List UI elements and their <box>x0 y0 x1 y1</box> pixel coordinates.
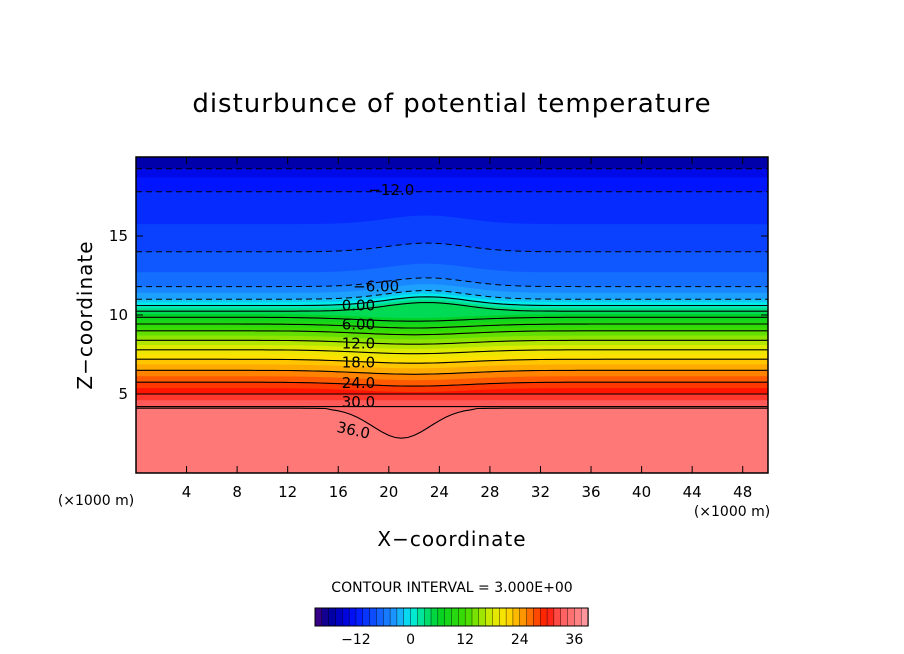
colorbar-tick-label: 0 <box>406 632 415 648</box>
colorbar-cell <box>499 607 507 627</box>
colorbar-cell <box>471 607 480 627</box>
contour-line <box>136 316 768 322</box>
colorbar-cell <box>560 607 569 627</box>
contour-label: 24.0 <box>342 374 375 392</box>
colorbar-cell <box>369 607 378 627</box>
colorbar-tick-label: −12 <box>341 632 371 648</box>
colorbar <box>314 607 589 627</box>
y-tick-label: 5 <box>118 385 128 403</box>
colorbar-cell <box>574 607 582 627</box>
colorbar-cell <box>410 607 419 627</box>
colorbar-cell <box>505 607 514 627</box>
colorbar-cell <box>321 607 330 627</box>
x-tick-label: 32 <box>531 483 550 501</box>
colorbar-cell <box>478 607 487 627</box>
contour-lines <box>136 168 768 439</box>
x-tick-label: 36 <box>581 483 600 501</box>
colorbar-cell <box>458 607 466 627</box>
x-tick-label: 44 <box>683 483 702 501</box>
x-tick-label: 28 <box>480 483 499 501</box>
colorbar-cell <box>430 607 439 627</box>
contour-label: 0.00 <box>342 297 375 315</box>
colorbar-cell <box>342 607 350 627</box>
colorbar-cell <box>485 607 494 627</box>
colorbar-cell <box>376 607 384 627</box>
colorbar-cell <box>328 607 337 627</box>
x-tick-label: 4 <box>182 483 192 501</box>
colorbar-cell <box>314 607 323 627</box>
contour-label: 6.00 <box>342 315 375 333</box>
contour-line <box>136 349 768 355</box>
contour-line <box>136 369 768 375</box>
filled-contour-field <box>136 157 768 473</box>
colorbar-cell <box>424 607 432 627</box>
x-unit-left: (×1000 m) <box>58 493 134 509</box>
contour-label: −12.0 <box>368 181 414 199</box>
contour-label: 18.0 <box>342 353 375 371</box>
contour-label: 30.0 <box>342 393 375 411</box>
colorbar-cell <box>526 607 535 627</box>
x-tick-label: 12 <box>278 483 297 501</box>
colorbar-tick-label: 24 <box>511 632 529 648</box>
colorbar-cell <box>580 607 589 627</box>
chart-title: disturbunce of potential temperature <box>192 89 711 119</box>
y-axis-ticks: 5 10 15 <box>109 227 768 403</box>
colorbar-cell <box>417 607 425 627</box>
colorbar-cell <box>464 607 473 627</box>
colorbar-cell <box>540 607 548 627</box>
x-tick-label: 48 <box>733 483 752 501</box>
contour-line <box>136 277 768 288</box>
y-tick-label: 15 <box>109 227 128 245</box>
colorbar-cell <box>389 607 398 627</box>
x-tick-label: 40 <box>632 483 651 501</box>
contour-line <box>136 242 768 253</box>
contour-line <box>136 323 768 329</box>
contour-line <box>136 339 768 345</box>
contour-line <box>136 296 768 307</box>
x-tick-label: 8 <box>232 483 242 501</box>
colorbar-cell <box>335 607 344 627</box>
contour-line <box>136 301 768 312</box>
colorbar-cell <box>553 607 562 627</box>
colorbar-cell <box>546 607 555 627</box>
contour-label: −6.00 <box>353 278 399 296</box>
contour-label: 12.0 <box>342 334 375 352</box>
colorbar-cell <box>437 607 446 627</box>
colorbar-ticks: −12 0 12 24 36 <box>341 632 583 648</box>
contour-line <box>136 358 768 364</box>
contour-line-36 <box>136 407 768 439</box>
contour-band-36 <box>136 408 768 473</box>
contour-interval-text: CONTOUR INTERVAL = 3.000E+00 <box>331 580 572 596</box>
contour-line <box>136 289 768 300</box>
colorbar-cell <box>348 607 357 627</box>
colorbar-cell <box>533 607 541 627</box>
colorbar-cell <box>362 607 371 627</box>
colorbar-tick-label: 12 <box>456 632 474 648</box>
colorbar-cell <box>444 607 453 627</box>
y-axis-label: Z−coordinate <box>73 240 97 389</box>
x-tick-label: 24 <box>430 483 449 501</box>
x-unit-right: (×1000 m) <box>694 504 770 520</box>
colorbar-cell <box>567 607 576 627</box>
x-tick-label: 20 <box>379 483 398 501</box>
x-axis-label: X−coordinate <box>377 527 526 551</box>
x-axis-ticks: 4 8 12 16 20 24 28 32 36 40 44 48 <box>182 157 752 501</box>
colorbar-cell <box>519 607 528 627</box>
colorbar-cell <box>396 607 405 627</box>
colorbar-cell <box>403 607 412 627</box>
y-tick-label: 10 <box>109 306 128 324</box>
contour-line <box>136 381 768 387</box>
colorbar-frame <box>314 607 589 627</box>
colorbar-cell <box>451 607 460 627</box>
colorbar-cell <box>355 607 364 627</box>
colorbar-cell <box>512 607 521 627</box>
x-tick-label: 16 <box>329 483 348 501</box>
colorbar-tick-label: 36 <box>565 632 583 648</box>
colorbar-cell <box>492 607 500 627</box>
contour-line <box>136 330 768 336</box>
colorbar-cell <box>383 607 391 627</box>
